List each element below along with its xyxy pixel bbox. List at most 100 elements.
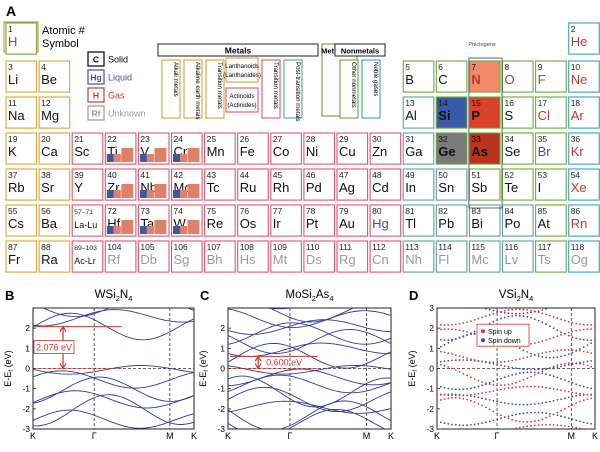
spin-up-point xyxy=(537,341,540,344)
atomic-number: 104 xyxy=(107,242,121,252)
spin-up-point xyxy=(447,324,450,326)
element-symbol: Ir xyxy=(273,216,282,231)
spin-down-point xyxy=(571,382,574,384)
spin-up-point xyxy=(537,385,540,388)
spin-up-point xyxy=(500,388,502,391)
element-box xyxy=(38,168,71,201)
spin-up-point xyxy=(556,349,559,352)
element-box xyxy=(435,96,468,129)
element-symbol: Og xyxy=(571,252,588,267)
spin-up-point xyxy=(466,394,468,397)
element-symbol: Ca xyxy=(41,144,58,159)
spin-down-point xyxy=(552,327,555,330)
spin-down-point xyxy=(473,423,476,426)
spin-up-point xyxy=(518,420,521,423)
spin-up-point xyxy=(447,394,450,397)
spin-down-point xyxy=(439,421,442,424)
spin-up-point xyxy=(564,349,566,351)
spin-up-point xyxy=(564,407,566,410)
band-line xyxy=(228,308,391,329)
spin-down-point xyxy=(503,365,506,367)
atomic-number: 32 xyxy=(438,134,448,144)
element-symbol: Co xyxy=(273,144,290,159)
spin-up-point xyxy=(470,358,472,360)
spin-down-point xyxy=(488,381,491,384)
element-li: 3Li xyxy=(5,60,38,93)
spin-down-point xyxy=(549,367,551,370)
element-la-lu: 57–71 La-Lu xyxy=(71,204,104,237)
spin-down-point xyxy=(571,418,574,421)
state-label: Solid xyxy=(108,55,128,65)
spin-down-point xyxy=(556,376,559,379)
element-symbol: Al xyxy=(405,108,417,123)
spin-down-point xyxy=(567,417,570,420)
spin-down-point xyxy=(437,347,438,350)
element-box xyxy=(38,60,71,93)
element-symbol: Br xyxy=(538,144,552,159)
spin-down-point xyxy=(586,339,589,342)
spin-down-point xyxy=(473,330,476,333)
spin-up-point xyxy=(511,428,514,429)
element-box xyxy=(535,132,567,165)
spin-down-point xyxy=(545,356,547,359)
spin-down-point xyxy=(560,415,562,418)
element-symbol: Cs xyxy=(8,216,24,231)
spin-down-point xyxy=(552,356,555,359)
spin-up-point xyxy=(571,321,574,324)
element-box xyxy=(568,60,600,93)
atomic-number: 35 xyxy=(538,134,548,144)
spin-down-point xyxy=(545,323,547,326)
spin-up-point xyxy=(447,430,449,432)
atomic-number: 74 xyxy=(174,206,184,216)
spin-up-point xyxy=(500,414,502,417)
mark-blue xyxy=(139,154,147,162)
spin-up-point xyxy=(507,387,510,390)
spin-up-point xyxy=(511,418,514,421)
spin-up-point xyxy=(488,314,491,316)
band-line xyxy=(228,375,391,408)
element-box xyxy=(369,240,402,273)
spin-up-point xyxy=(504,429,506,431)
mark-blue xyxy=(106,226,114,234)
spin-up-point xyxy=(586,428,589,429)
spin-down-point xyxy=(473,395,476,398)
element-symbol: Po xyxy=(505,216,521,231)
y-tick-label: 3 xyxy=(429,303,434,313)
y-tick-label: -2 xyxy=(426,404,434,414)
element-symbol: Li xyxy=(8,72,18,87)
spin-up-point xyxy=(489,432,491,434)
element-box xyxy=(38,204,71,237)
spin-up-point xyxy=(507,428,510,429)
spin-down-point xyxy=(586,344,589,346)
element-box xyxy=(435,240,468,273)
spin-up-point xyxy=(451,328,453,331)
spin-up-point xyxy=(462,322,465,324)
spin-down-point xyxy=(594,388,595,390)
atomic-number: 108 xyxy=(240,242,254,252)
atomic-number: 12 xyxy=(41,98,51,108)
spin-down-point xyxy=(437,420,438,423)
spin-down-point xyxy=(590,339,593,341)
element-symbol: Ba xyxy=(41,216,58,231)
spin-up-point xyxy=(443,324,446,326)
spin-up-point xyxy=(590,352,593,354)
spin-up-point xyxy=(455,431,457,433)
atomic-number: 111 xyxy=(339,242,352,252)
spin-up-point xyxy=(549,387,551,390)
element-box xyxy=(204,132,236,165)
spin-up-point xyxy=(522,357,525,359)
spin-down-point xyxy=(575,383,578,386)
spin-up-point xyxy=(451,430,453,432)
